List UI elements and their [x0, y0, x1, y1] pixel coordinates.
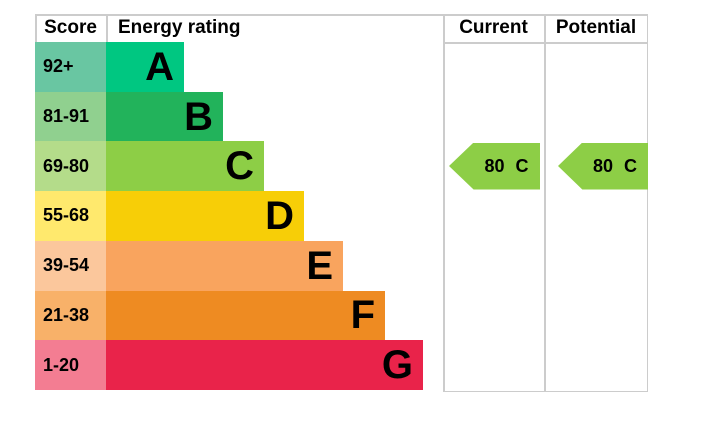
- rating-bar-g: G: [106, 340, 423, 390]
- score-column-divider: [106, 14, 108, 42]
- score-cell-band-a: 92+: [35, 42, 106, 92]
- score-cell-band-b: 81-91: [35, 91, 106, 142]
- rating-bar-a: A: [106, 42, 184, 92]
- header-bottom-border: [443, 42, 648, 44]
- band-letter-b: B: [184, 94, 213, 139]
- score-range-label: 1-20: [43, 354, 80, 375]
- score-range-label: 81-91: [43, 106, 90, 127]
- score-range-label: 69-80: [43, 155, 90, 176]
- potential-column-header: Potential: [555, 17, 637, 38]
- band-letter-c: C: [225, 144, 254, 189]
- current-column-divider: [443, 14, 445, 392]
- current-column-header: Current: [459, 17, 528, 38]
- band-letter-d: D: [265, 193, 294, 238]
- table-right-border: [646, 14, 648, 392]
- band-letter-f: F: [350, 293, 375, 338]
- score-cell-band-f: 21-38: [35, 290, 106, 341]
- rating-bar-f: F: [106, 290, 385, 341]
- score-cell-band-g: 1-20: [35, 340, 106, 390]
- rating-bar-c: C: [106, 141, 264, 192]
- current-score-value: 80: [484, 155, 505, 176]
- score-cell-band-e: 39-54: [35, 240, 106, 291]
- potential-column-divider: [544, 14, 546, 392]
- score-range-label: 39-54: [43, 255, 90, 276]
- potential-rating-arrow: 80 C: [558, 142, 648, 190]
- band-letter-g: G: [381, 343, 413, 388]
- header-left-border: [35, 14, 37, 42]
- score-cell-band-c: 69-80: [35, 141, 106, 192]
- score-column-header: Score: [44, 17, 97, 38]
- rating-bar-d: D: [106, 191, 304, 241]
- band-letter-a: A: [145, 44, 174, 89]
- current-band-letter: C: [515, 155, 529, 176]
- rating-bar-b: B: [106, 91, 223, 142]
- energy-rating-column-header: Energy rating: [118, 17, 241, 38]
- table-top-border: [35, 14, 648, 16]
- current-rating-arrow: 80 C: [449, 142, 540, 190]
- potential-band-letter: C: [624, 155, 638, 176]
- score-range-label: 92+: [43, 56, 74, 77]
- score-range-label: 21-38: [43, 304, 90, 325]
- score-cell-band-d: 55-68: [35, 191, 106, 241]
- potential-score-value: 80: [592, 155, 614, 176]
- rating-bar-e: E: [106, 240, 343, 291]
- band-letter-e: E: [306, 243, 333, 288]
- table-bottom-border: [443, 390, 648, 392]
- score-range-label: 55-68: [43, 205, 90, 226]
